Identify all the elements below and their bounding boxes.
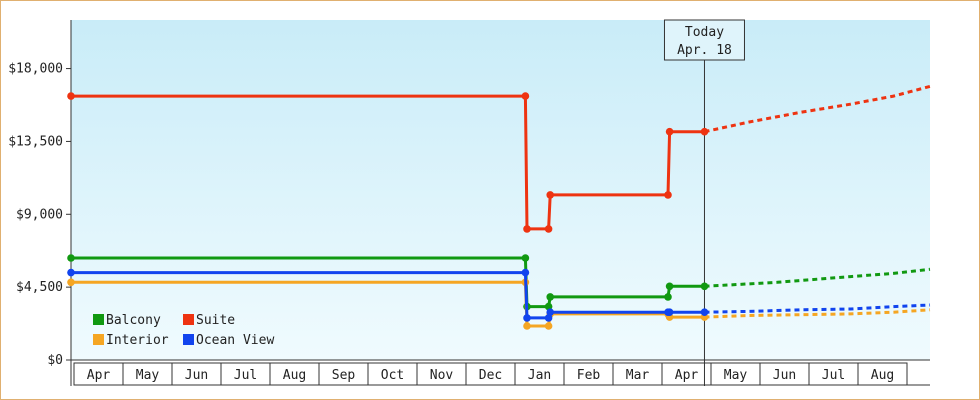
data-point-ocean-view: [544, 314, 553, 322]
legend-swatch: [183, 334, 194, 345]
data-point-suite: [521, 92, 530, 100]
data-point-suite: [700, 127, 709, 136]
legend-label: Ocean View: [196, 333, 274, 348]
x-tick-label: Apr: [87, 368, 111, 383]
plot-area: [71, 20, 930, 360]
data-point-balcony: [67, 254, 75, 262]
data-point-balcony: [664, 293, 672, 301]
data-point-interior: [67, 278, 75, 287]
legend-label: Suite: [196, 313, 235, 328]
x-tick-label: Sep: [332, 368, 356, 383]
legend-label: Interior: [106, 333, 169, 348]
x-month-cell: [857, 362, 908, 386]
data-point-ocean-view: [700, 308, 709, 317]
legend-label: Balcony: [106, 313, 161, 328]
data-point-interior: [544, 322, 553, 330]
legend: Balcony Suite Interior Ocean View: [93, 313, 274, 348]
x-tick-label: Apr: [675, 368, 699, 383]
y-tick-label: $4,500: [16, 280, 63, 295]
y-tick-label: $9,000: [16, 207, 63, 222]
series-forecast-balcony: [704, 267, 931, 288]
x-tick-label: Aug: [283, 368, 306, 383]
data-point-balcony: [665, 282, 674, 291]
series-forecast-interior: [704, 308, 931, 319]
y-tick-label: $18,000: [8, 62, 63, 77]
x-tick-label: Mar: [626, 368, 650, 383]
data-point-suite: [664, 191, 672, 199]
data-point-ocean-view: [546, 308, 554, 317]
y-axis: $0 $4,500 $9,000 $13,500 $18,000: [8, 20, 72, 386]
today-marker: Today Apr. 18: [663, 19, 745, 386]
today-box: [663, 19, 745, 61]
data-point-suite: [546, 191, 554, 199]
today-label: Today: [685, 25, 724, 40]
series-forecast-suite: [704, 84, 931, 134]
legend-swatch: [93, 334, 104, 345]
data-point-ocean-view: [523, 314, 531, 322]
data-point-suite: [665, 127, 674, 136]
x-tick-label: Dec: [479, 368, 502, 383]
x-tick-label: Jun: [185, 368, 208, 383]
x-tick-label: Jul: [822, 368, 845, 383]
x-axis: Apr May Jun Jul Aug Sep Oct Nov Dec Jan Feb Mar Apr M…: [71, 359, 930, 386]
data-point-balcony: [521, 254, 530, 262]
data-point-suite: [544, 225, 553, 233]
data-point-ocean-view: [67, 268, 75, 277]
series-forecast-ocean-view: [704, 303, 931, 314]
x-tick-label: Feb: [577, 368, 601, 383]
data-point-suite: [523, 225, 531, 233]
x-tick-label: Jun: [773, 368, 796, 383]
x-tick-label: Jan: [528, 368, 551, 383]
y-tick-label: $13,500: [8, 134, 63, 149]
x-tick-label: Nov: [430, 368, 454, 383]
x-tick-label: Aug: [871, 368, 894, 383]
data-point-balcony: [700, 282, 709, 291]
data-point-suite: [67, 92, 75, 100]
series-line-suite: [71, 94, 705, 231]
data-point-interior: [523, 322, 531, 330]
data-point-ocean-view: [521, 268, 530, 277]
y-tick-label: $0: [47, 353, 63, 368]
series-layer: [67, 84, 931, 330]
x-tick-label: Jul: [234, 368, 257, 383]
x-tick-label: Oct: [381, 368, 404, 383]
legend-swatch: [93, 314, 104, 325]
today-date-label: Apr. 18: [677, 43, 732, 58]
data-point-ocean-view: [665, 308, 674, 317]
data-point-balcony: [546, 293, 554, 301]
legend-swatch: [183, 314, 194, 325]
x-tick-label: May: [724, 368, 748, 383]
x-tick-label: May: [136, 368, 160, 383]
